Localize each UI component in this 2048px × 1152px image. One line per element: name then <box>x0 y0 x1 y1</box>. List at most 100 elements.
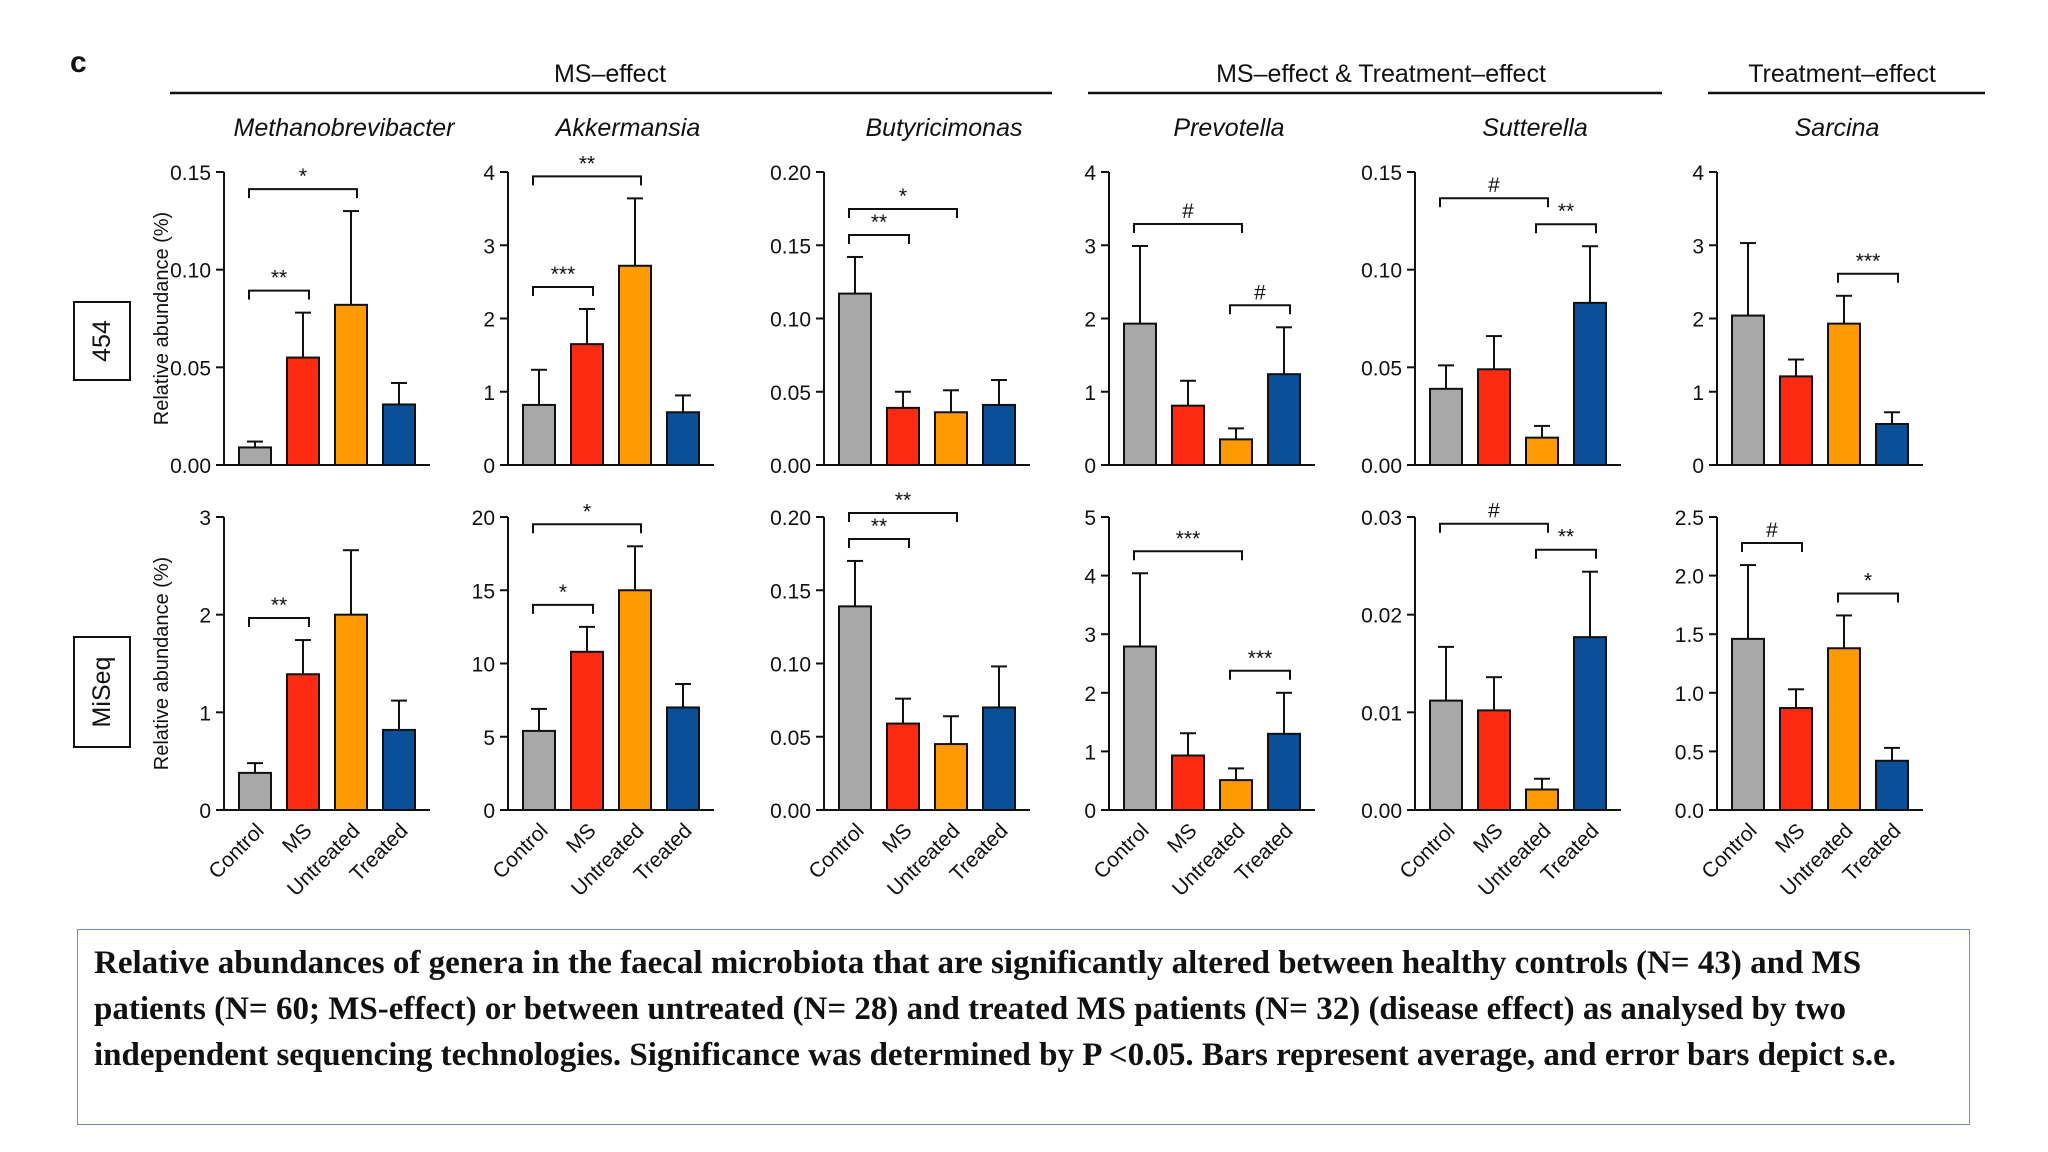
bar-ms <box>886 722 920 811</box>
y-tick-label: 20 <box>472 507 495 530</box>
x-tick-label: Control <box>204 819 268 883</box>
significance-label: # <box>1182 200 1194 223</box>
chart-title: Akkermansia <box>554 114 701 142</box>
bar-untreated <box>334 613 368 812</box>
chart-panel-454-1: Methanobrevibacter 0.00 0.05 0.10 0.15 Relati… <box>151 114 456 478</box>
bar-ms <box>1779 707 1813 812</box>
significance-bracket <box>848 537 910 548</box>
y-tick-label: 0.20 <box>770 507 811 530</box>
y-tick-label: 1 <box>1692 382 1704 405</box>
y-tick-label: 0.10 <box>170 260 211 283</box>
y-tick-label: 0.10 <box>1361 260 1402 283</box>
chart-panel-454-4: Prevotella 0 1 2 3 4 # # <box>1084 114 1315 478</box>
significance-label: ** <box>579 152 595 175</box>
bar-untreated <box>934 743 968 812</box>
bar-ms <box>886 406 920 466</box>
bar-untreated <box>1525 788 1559 811</box>
significance-bracket <box>248 188 358 199</box>
y-tick-label: 3 <box>483 235 495 258</box>
y-tick-label: 5 <box>483 727 495 750</box>
y-tick-label: 0.05 <box>170 357 211 380</box>
y-tick-label: 4 <box>1084 566 1096 589</box>
significance-bracket <box>1837 272 1899 283</box>
y-tick-label: 0 <box>483 455 495 478</box>
significance-label: *** <box>1248 647 1273 670</box>
x-tick-label: Control <box>1089 819 1153 883</box>
bar-treated <box>382 403 416 466</box>
chart-title: Sutterella <box>1482 114 1588 142</box>
y-tick-label: 1 <box>199 702 211 725</box>
bar-treated <box>666 706 700 812</box>
platform-label-454: 454 <box>73 301 131 381</box>
y-tick-label: 2 <box>1084 309 1096 332</box>
significance-label: # <box>1766 519 1778 542</box>
x-tick-label: MS <box>1163 819 1202 858</box>
group-header-treatment-effect: Treatment–effect <box>1708 60 1985 95</box>
y-tick-label: 0 <box>1084 800 1096 823</box>
y-tick-label: 3 <box>1692 235 1704 258</box>
significance-bracket <box>1229 304 1291 315</box>
significance-label: ** <box>1558 200 1574 223</box>
y-tick-label: 0.05 <box>770 382 811 405</box>
y-tick-label: 0.01 <box>1361 702 1402 725</box>
x-tick-label: Control <box>488 819 552 883</box>
y-tick-label: 5 <box>1084 507 1096 530</box>
y-tick-label: 0 <box>199 800 211 823</box>
y-tick-label: 0.5 <box>1675 741 1704 764</box>
significance-label: ** <box>271 594 287 617</box>
significance-bracket <box>1133 222 1243 233</box>
bar-control <box>1429 699 1463 812</box>
bar-control <box>1429 387 1463 467</box>
x-tick-label: MS <box>1771 819 1810 858</box>
bar-ms <box>1171 754 1205 812</box>
y-tick-label: 0.00 <box>170 455 211 478</box>
y-tick-label: 2.0 <box>1675 566 1704 589</box>
y-tick-label: 3 <box>1084 624 1096 647</box>
significance-bracket <box>532 175 642 186</box>
bar-treated <box>982 706 1016 812</box>
y-tick-label: 0.03 <box>1361 507 1402 530</box>
bar-control <box>1123 645 1157 811</box>
chart-title: Sarcina <box>1795 114 1880 142</box>
platform-label-454-text: 454 <box>88 320 116 362</box>
y-tick-label: 3 <box>199 507 211 530</box>
significance-bracket <box>1133 550 1243 561</box>
group-label-ms-effect: MS–effect <box>554 60 666 88</box>
significance-bracket <box>1229 669 1291 680</box>
significance-label: * <box>1864 569 1872 592</box>
group-label-ms-and-treatment-effect: MS–effect & Treatment–effect <box>1216 60 1546 88</box>
platform-label-miseq-text: MiSeq <box>88 657 116 728</box>
platform-label-miseq: MiSeq <box>73 636 131 748</box>
panel-letter: c <box>70 46 87 79</box>
bar-ms <box>1779 375 1813 466</box>
significance-label: *** <box>1856 250 1881 273</box>
significance-label: # <box>1254 281 1266 304</box>
y-tick-label: 2 <box>1084 683 1096 706</box>
bar-ms <box>1477 368 1511 466</box>
group-header-ms-effect: MS–effect <box>170 60 1052 95</box>
y-tick-label: 0.05 <box>1361 357 1402 380</box>
y-tick-label: 2 <box>199 605 211 628</box>
bar-ms <box>286 356 320 467</box>
significance-label: * <box>899 185 907 208</box>
bar-untreated <box>618 264 652 467</box>
y-tick-label: 0.02 <box>1361 605 1402 628</box>
y-tick-label: 4 <box>1692 162 1704 185</box>
significance-bracket <box>248 289 310 300</box>
significance-label: * <box>583 500 591 523</box>
y-tick-label: 0.10 <box>770 654 811 677</box>
bar-untreated <box>1827 322 1861 466</box>
bar-control <box>522 403 556 466</box>
y-tick-label: 1 <box>1084 382 1096 405</box>
caption-box: Relative abundances of genera in the fae… <box>77 929 1970 1125</box>
y-tick-label: 0.15 <box>770 580 811 603</box>
y-tick-label: 0 <box>483 800 495 823</box>
y-tick-label: 0.00 <box>1361 800 1402 823</box>
bar-treated <box>1573 636 1607 811</box>
bar-treated <box>982 403 1016 466</box>
